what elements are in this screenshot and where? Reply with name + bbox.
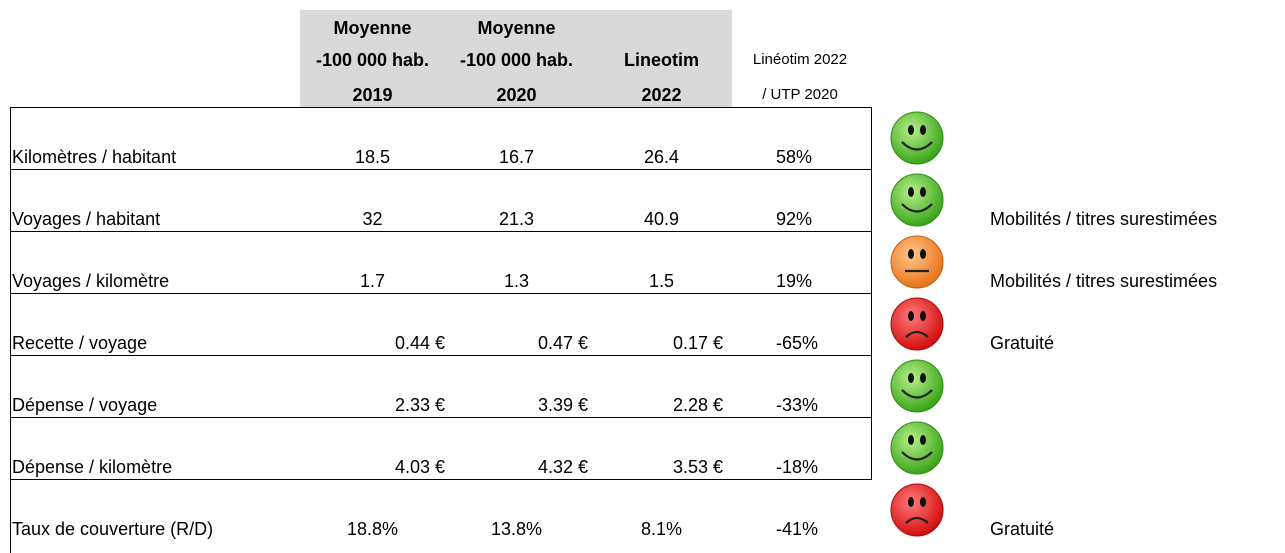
header-text: -100 000 hab. xyxy=(459,50,574,70)
header-text: 2020 xyxy=(496,85,537,105)
row-label: Dépense / voyage xyxy=(12,395,158,415)
smiley-happy xyxy=(890,421,944,475)
header-text: Moyenne xyxy=(477,18,556,38)
value-cell: 18.5 xyxy=(354,147,391,167)
value-cell: 8.1% xyxy=(640,519,683,539)
ratio-cell: 58% xyxy=(776,147,813,167)
value-cell: 13.8% xyxy=(490,519,543,539)
table-row xyxy=(10,169,872,232)
row-label: Dépense / kilomètre xyxy=(12,457,173,477)
table-row xyxy=(10,479,871,553)
table-row xyxy=(10,417,872,480)
ratio-cell: -18% xyxy=(776,457,819,477)
value-cell: 21.3 xyxy=(498,209,535,229)
value-cell: 4.32 € xyxy=(537,457,588,477)
value-cell: 1.3 xyxy=(503,271,530,291)
smiley-happy xyxy=(890,111,944,165)
value-cell: 2.28 € xyxy=(672,395,723,415)
table-row xyxy=(10,107,872,170)
value-cell: 16.7 xyxy=(498,147,535,167)
ratio-cell: -41% xyxy=(776,519,819,539)
header-text: Moyenne xyxy=(333,18,412,38)
value-cell: 40.9 xyxy=(643,209,680,229)
row-label: Recette / voyage xyxy=(12,333,148,353)
row-label: Voyages / habitant xyxy=(12,209,161,229)
row-note: Gratuité xyxy=(990,333,1055,353)
header-text: 2022 xyxy=(641,85,682,105)
smiley-neutral xyxy=(890,235,944,289)
header-background xyxy=(300,10,732,107)
value-cell: 0.47 € xyxy=(537,333,588,353)
row-note: Mobilités / titres surestimées xyxy=(990,209,1218,229)
header-text: -100 000 hab. xyxy=(315,50,430,70)
table-row xyxy=(10,355,872,418)
value-cell: 1.5 xyxy=(648,271,675,291)
value-cell: 1.7 xyxy=(359,271,386,291)
table-row xyxy=(10,231,872,294)
row-label: Kilomètres / habitant xyxy=(12,147,177,167)
header-text: / UTP 2020 xyxy=(762,86,838,103)
value-cell: 2.33 € xyxy=(394,395,445,415)
header-text: 2019 xyxy=(352,85,393,105)
row-label: Taux de couverture (R/D) xyxy=(12,519,214,539)
row-label: Voyages / kilomètre xyxy=(12,271,170,291)
row-note: Mobilités / titres surestimées xyxy=(990,271,1218,291)
smiley-sad xyxy=(890,483,944,537)
value-cell: 3.39 € xyxy=(537,395,588,415)
ratio-cell: -33% xyxy=(776,395,819,415)
header-text: Linéotim 2022 xyxy=(752,51,848,68)
smiley-happy xyxy=(890,173,944,227)
ratio-cell: 92% xyxy=(776,209,813,229)
value-cell: 32 xyxy=(362,209,383,229)
value-cell: 0.44 € xyxy=(394,333,445,353)
ratio-cell: -65% xyxy=(776,333,819,353)
table-row xyxy=(10,293,872,356)
value-cell: 26.4 xyxy=(643,147,680,167)
ratio-cell: 19% xyxy=(776,271,813,291)
row-note: Gratuité xyxy=(990,519,1055,539)
value-cell: 3.53 € xyxy=(672,457,723,477)
smiley-sad xyxy=(890,297,944,351)
value-cell: 18.8% xyxy=(346,519,399,539)
value-cell: 4.03 € xyxy=(394,457,445,477)
header-text: Lineotim xyxy=(624,50,699,70)
smiley-happy xyxy=(890,359,944,413)
value-cell: 0.17 € xyxy=(672,333,723,353)
